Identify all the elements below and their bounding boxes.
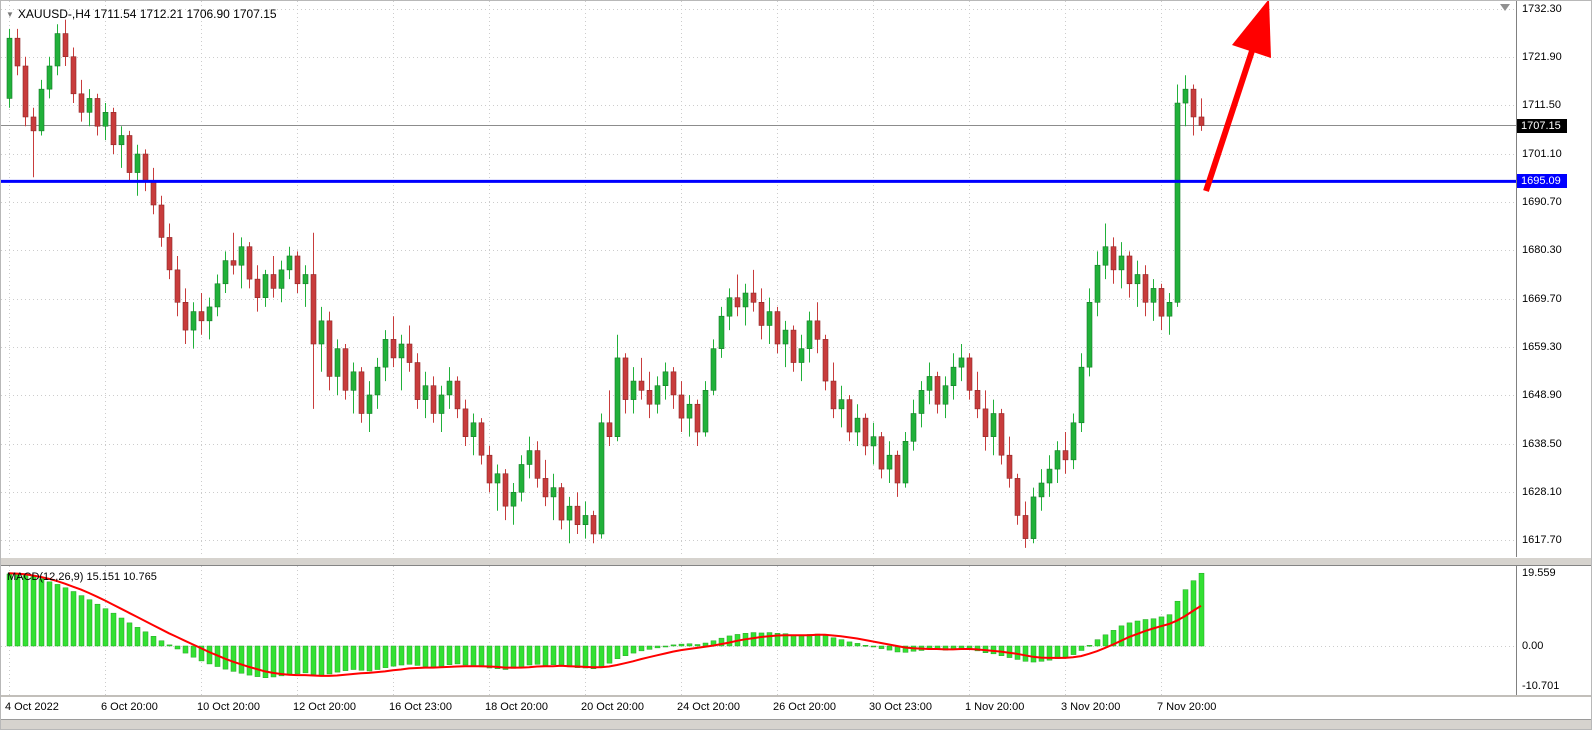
time-axis-label: 30 Oct 23:00 bbox=[869, 701, 932, 713]
price-axis[interactable]: 1732.30 1721.90 1711.50 1701.10 1690.70 1680.… bbox=[1516, 1, 1591, 557]
time-axis-label: 3 Nov 20:00 bbox=[1061, 701, 1121, 713]
time-axis-label: 1 Nov 20:00 bbox=[965, 701, 1025, 713]
price-chart-canvas[interactable] bbox=[1, 1, 1516, 557]
symbol-info: ▼ XAUUSD-,H4 1711.54 1712.21 1706.90 170… bbox=[6, 7, 277, 21]
pane-splitter[interactable] bbox=[1, 557, 1591, 566]
macd-tick-label: 0.00 bbox=[1522, 640, 1544, 652]
time-axis-label: 4 Oct 2022 bbox=[5, 701, 59, 713]
price-tick-label: 1732.30 bbox=[1522, 3, 1562, 15]
macd-indicator-label: MACD(12,26,9) 15.151 10.765 bbox=[7, 571, 157, 583]
time-axis-label: 6 Oct 20:00 bbox=[101, 701, 158, 713]
one-click-trading-toggle-icon[interactable]: ▼ bbox=[6, 9, 14, 19]
price-tick-label: 1617.70 bbox=[1522, 534, 1562, 546]
macd-histogram bbox=[6, 572, 1205, 678]
chart-shift-marker[interactable] bbox=[1500, 4, 1510, 11]
price-tick-label: 1638.50 bbox=[1522, 437, 1562, 450]
macd-tick-label: 19.559 bbox=[1522, 567, 1556, 579]
grid-layer bbox=[1, 1, 1516, 557]
price-chart[interactable]: ▼ XAUUSD-,H4 1711.54 1712.21 1706.90 170… bbox=[1, 1, 1516, 557]
time-axis-label: 26 Oct 20:00 bbox=[773, 701, 836, 713]
time-axis-label: 12 Oct 20:00 bbox=[293, 701, 356, 713]
current-price-badge: 1707.15 bbox=[1517, 118, 1567, 133]
time-axis-label: 7 Nov 20:00 bbox=[1157, 701, 1217, 713]
macd-tick-label: -10.701 bbox=[1522, 679, 1560, 692]
bottom-scroll-strip[interactable] bbox=[1, 719, 1591, 729]
time-axis-label: 18 Oct 20:00 bbox=[485, 701, 548, 713]
price-tick-label: 1659.30 bbox=[1522, 341, 1562, 354]
symbol-ohlc-text: XAUUSD-,H4 1711.54 1712.21 1706.90 1707.… bbox=[17, 7, 277, 21]
support-price-badge: 1695.09 bbox=[1517, 174, 1567, 189]
candles-layer bbox=[6, 19, 1205, 548]
time-axis-label: 24 Oct 20:00 bbox=[677, 701, 740, 713]
price-tick-label: 1701.10 bbox=[1522, 147, 1562, 160]
macd-axis[interactable]: 19.559 0.00 -10.701 bbox=[1516, 566, 1591, 695]
price-tick-label: 1669.70 bbox=[1522, 293, 1562, 306]
price-tick-label: 1680.30 bbox=[1522, 243, 1562, 256]
time-axis[interactable]: 4 Oct 2022 6 Oct 20:00 10 Oct 20:00 12 Oct … bbox=[1, 695, 1591, 719]
time-axis-label: 16 Oct 23:00 bbox=[389, 701, 452, 713]
macd-grid-layer bbox=[1, 566, 1516, 695]
macd-signal-line bbox=[8, 572, 1202, 677]
price-tick-label: 1648.90 bbox=[1522, 389, 1562, 402]
price-tick-label: 1690.70 bbox=[1522, 195, 1562, 208]
trend-arrow[interactable] bbox=[1203, 1, 1271, 192]
macd-pane[interactable] bbox=[1, 566, 1516, 695]
price-tick-label: 1711.50 bbox=[1522, 99, 1561, 112]
price-tick-label: 1721.90 bbox=[1522, 51, 1562, 64]
time-axis-label: 20 Oct 20:00 bbox=[581, 701, 644, 713]
price-tick-label: 1628.10 bbox=[1522, 485, 1562, 498]
macd-canvas[interactable] bbox=[1, 566, 1516, 695]
time-axis-label: 10 Oct 20:00 bbox=[197, 701, 260, 713]
